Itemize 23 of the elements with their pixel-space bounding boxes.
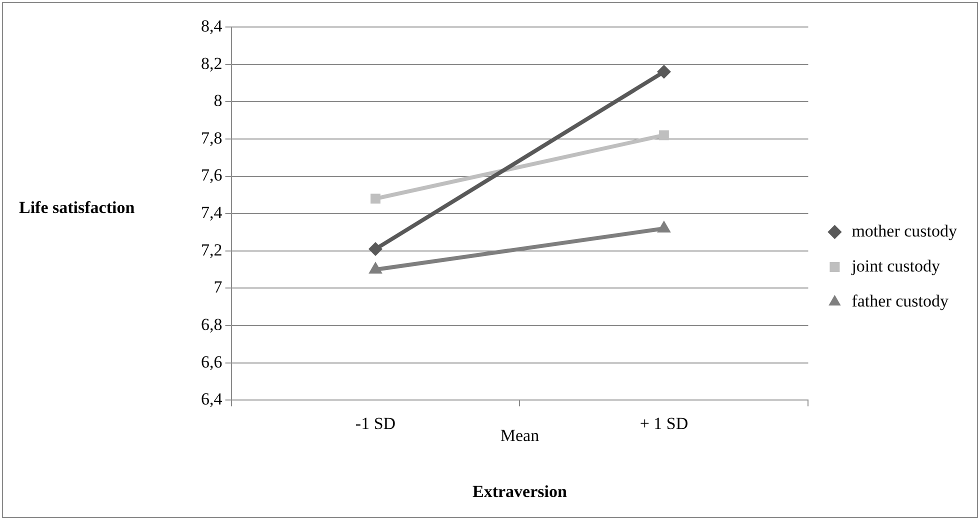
y-tick-label: 7,4: [201, 203, 223, 222]
x-tick-label: + 1 SD: [640, 414, 688, 433]
y-tick-label: 8,4: [201, 16, 223, 36]
point: [370, 194, 380, 204]
x-tick-label: -1 SD: [355, 414, 396, 433]
y-axis-title: Life satisfaction: [19, 198, 136, 217]
point: [656, 64, 671, 79]
text: Mean: [500, 426, 540, 446]
point: [659, 130, 669, 140]
y-tick-label: 7,8: [201, 128, 222, 148]
legend-label: joint custody: [850, 256, 941, 276]
y-tick-label: 7,6: [201, 166, 222, 185]
y-tick-label: 6,6: [201, 352, 222, 372]
y-tick-label: 8: [214, 91, 222, 110]
y-tick-label: 8,2: [201, 54, 222, 73]
point: [368, 242, 382, 256]
legend-label: mother custody: [852, 221, 958, 240]
y-tick-label: 6,4: [201, 390, 223, 409]
y-tick-label: 6,8: [201, 315, 222, 334]
y-tick-label: 7: [214, 278, 223, 297]
y-tick-label: 7,2: [201, 240, 222, 260]
legend-label: father custody: [852, 291, 949, 310]
x-axis-title: Extraversion: [472, 482, 568, 502]
